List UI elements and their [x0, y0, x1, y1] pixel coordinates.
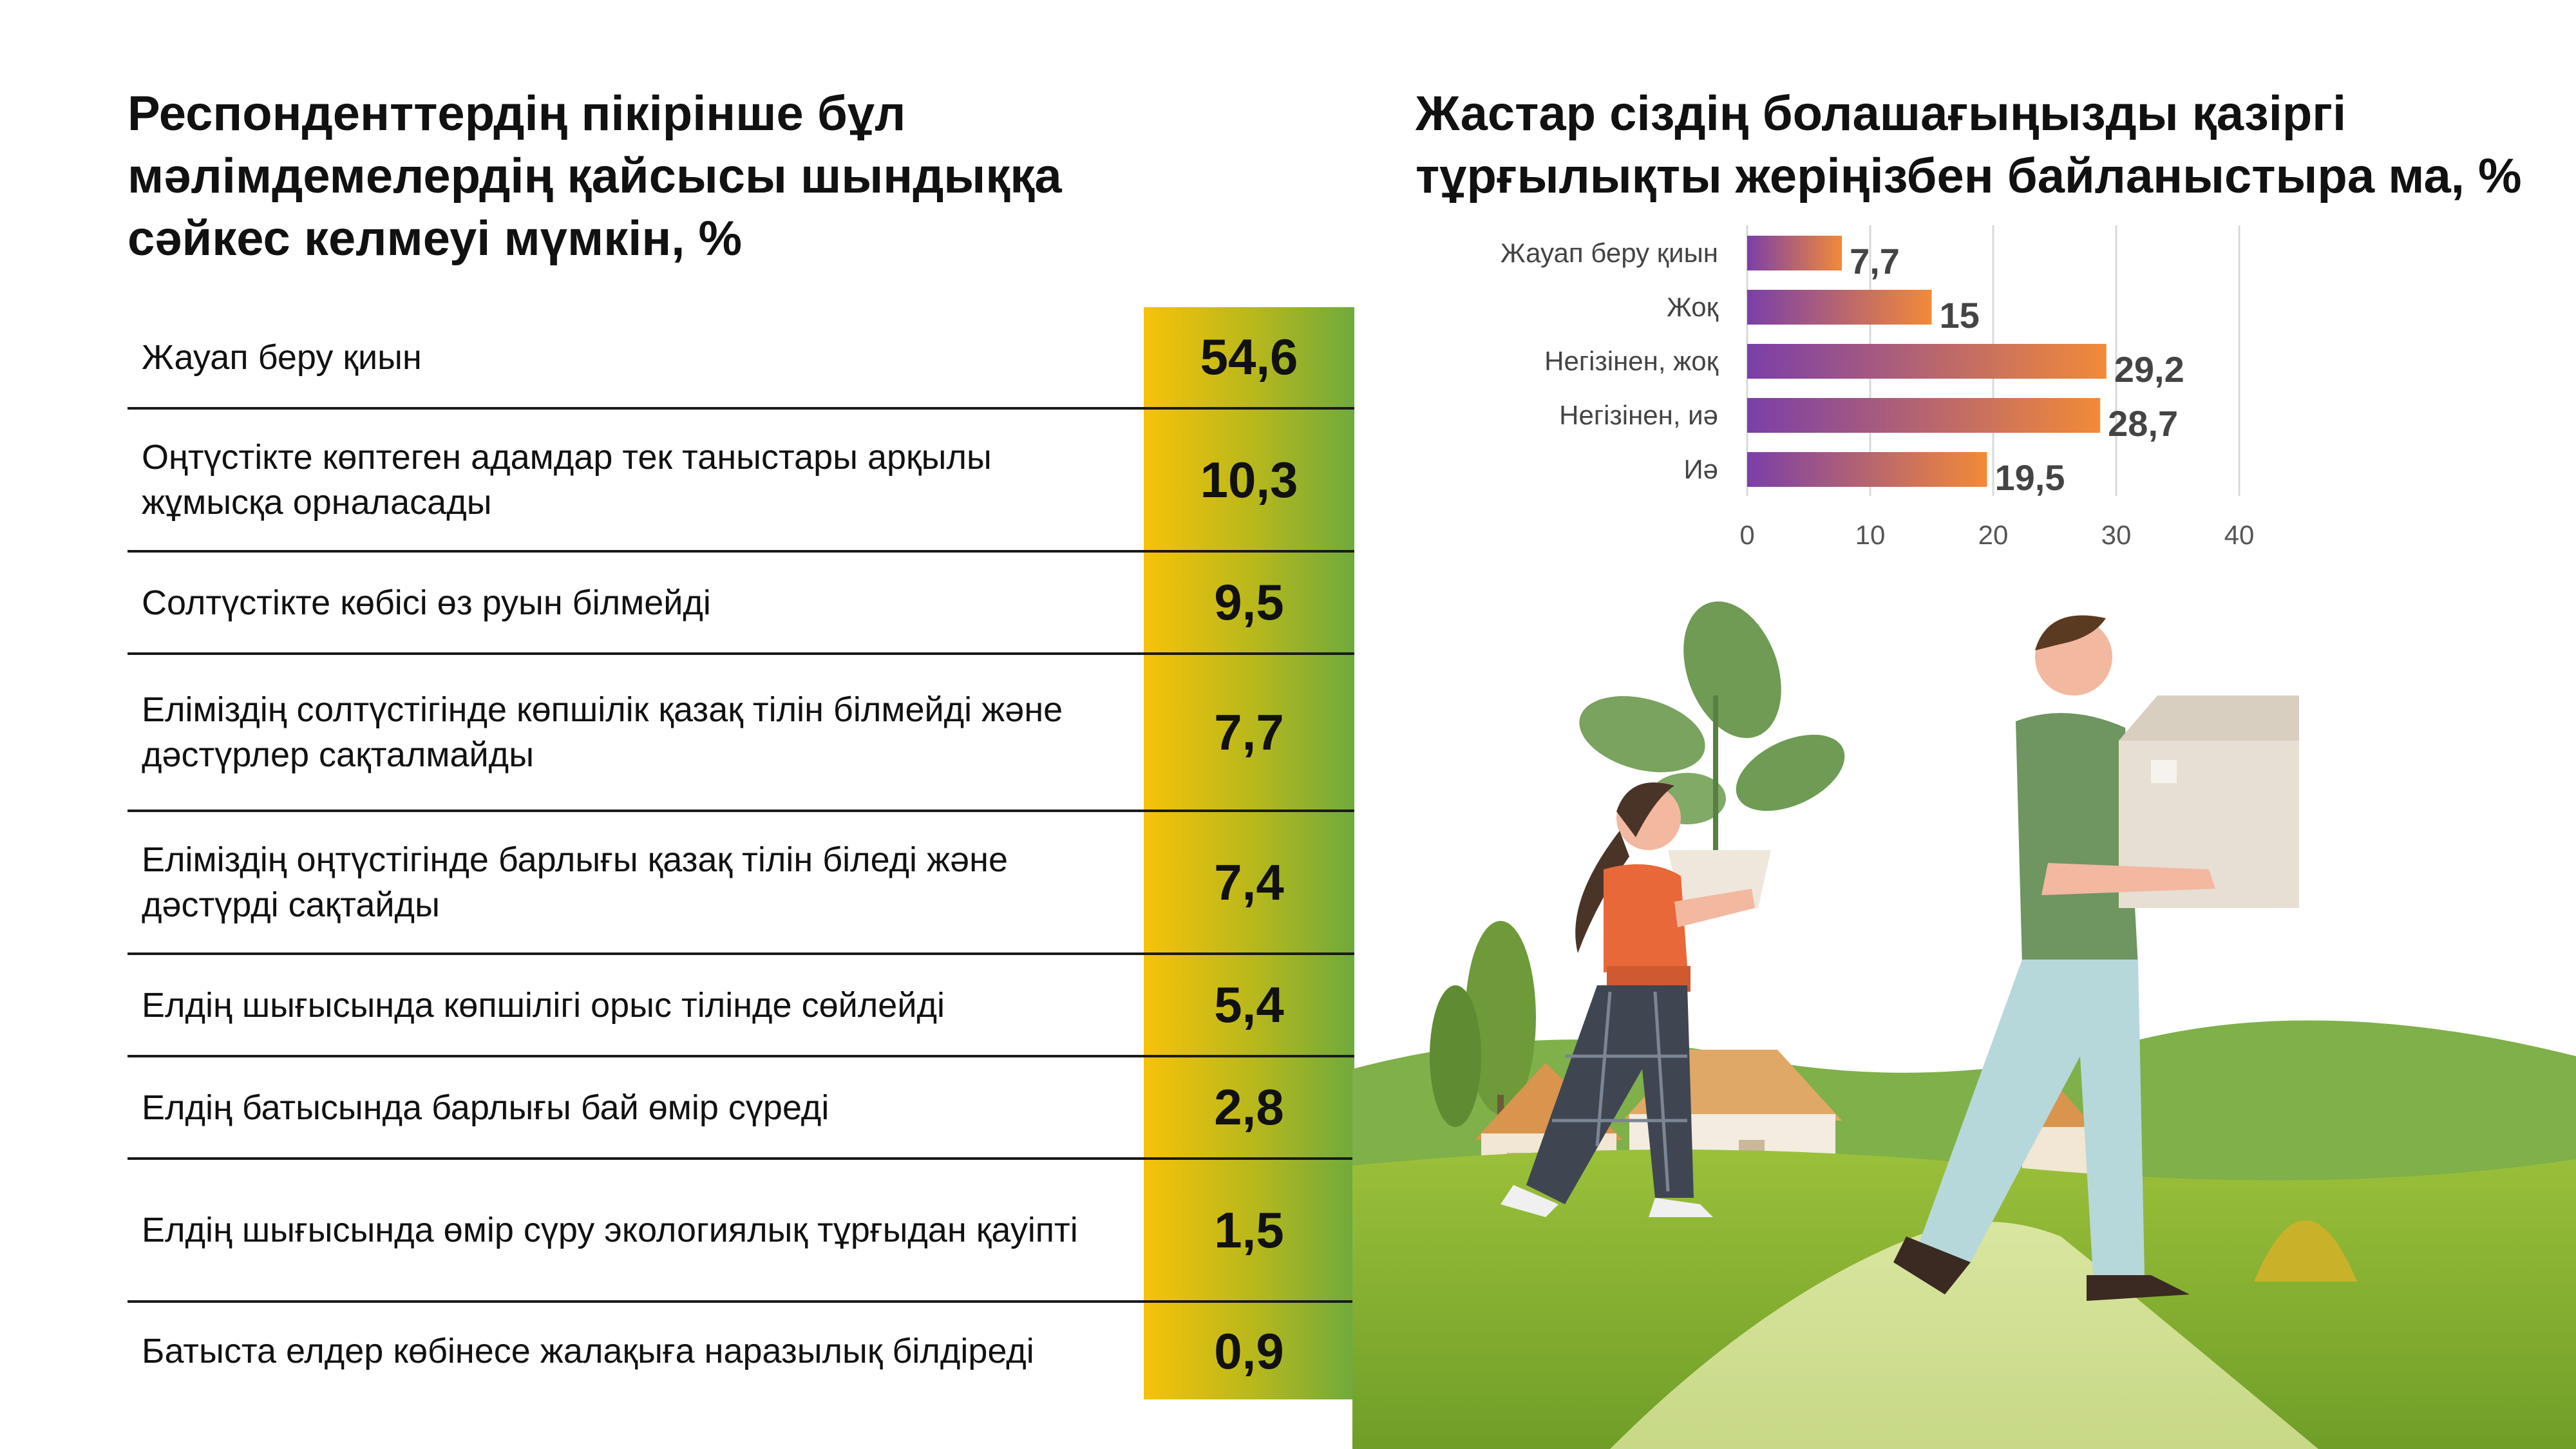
- category-label: Жоқ: [1667, 292, 1719, 322]
- table-row: Еліміздің оңтүстігінде барлығы қазақ тіл…: [128, 812, 1354, 955]
- row-label: Батыста елдер көбінесе жалақыға наразылы…: [142, 1303, 1108, 1399]
- table-row: Елдің батысында барлығы бай өмір сүреді 2…: [128, 1057, 1354, 1160]
- row-value: 54,6: [1144, 307, 1354, 407]
- bar: [1747, 452, 1987, 487]
- x-tick-label: 20: [1978, 520, 2009, 550]
- right-chart-title: Жастар сіздің болашағыңызды қазіргі тұрғ…: [1416, 82, 2562, 207]
- bar: [1747, 236, 1842, 270]
- x-tick-label: 10: [1855, 520, 1886, 550]
- row-label: Жауап беру қиын: [142, 307, 1108, 407]
- x-tick-label: 0: [1739, 520, 1754, 550]
- future-residence-bar-chart: 0 10 20 30 40 Жауап беру қиын 7,7 Жоқ 15 Негізіне…: [1417, 219, 2267, 567]
- row-value: 7,7: [1144, 655, 1354, 810]
- row-label: Еліміздің солтүстігінде көпшілік қазақ т…: [142, 655, 1108, 810]
- table-row: Солтүстікте көбісі өз руын білмейді 9,5: [128, 553, 1354, 655]
- row-value: 1,5: [1144, 1160, 1354, 1300]
- row-value: 7,4: [1144, 812, 1354, 952]
- x-tick-label: 30: [2101, 520, 2132, 550]
- statements-table: Жауап беру қиын 54,6 Оңтүстікте көптеген а…: [128, 307, 1354, 1399]
- row-label: Елдің батысында барлығы бай өмір сүреді: [142, 1057, 1108, 1157]
- data-label: 15: [1940, 295, 1980, 336]
- category-label: Негізінен, жоқ: [1544, 346, 1718, 376]
- table-row: Елдің шығысында өмір сүру экологиялық тұ…: [128, 1160, 1354, 1303]
- table-row: Еліміздің солтүстігінде көпшілік қазақ т…: [128, 655, 1354, 812]
- table-row: Оңтүстікте көптеген адамдар тек таныстар…: [128, 410, 1354, 553]
- left-chart-title: Респонденттердің пікірінше бұл мәлімдеме…: [128, 82, 1119, 270]
- bar: [1747, 290, 1932, 325]
- row-value: 0,9: [1144, 1303, 1354, 1399]
- table-row: Елдің шығысында көпшілігі орыс тілінде с…: [128, 955, 1354, 1057]
- category-label: Негізінен, иә: [1559, 400, 1718, 430]
- bar: [1747, 398, 2100, 433]
- category-label: Жауап беру қиын: [1501, 238, 1718, 268]
- row-label: Еліміздің оңтүстігінде барлығы қазақ тіл…: [142, 812, 1108, 952]
- table-row: Батыста елдер көбінесе жалақыға наразылы…: [128, 1303, 1354, 1399]
- row-label: Елдің шығысында көпшілігі орыс тілінде с…: [142, 955, 1108, 1055]
- row-value: 9,5: [1144, 553, 1354, 652]
- row-label: Елдің шығысында өмір сүру экологиялық тұ…: [142, 1160, 1108, 1300]
- row-value: 10,3: [1144, 410, 1354, 550]
- row-label: Солтүстікте көбісі өз руын білмейді: [142, 553, 1108, 652]
- data-label: 29,2: [2114, 349, 2184, 390]
- row-value: 2,8: [1144, 1057, 1354, 1157]
- category-label: Иә: [1683, 454, 1718, 484]
- row-value: 5,4: [1144, 955, 1354, 1055]
- bar: [1747, 344, 2107, 379]
- data-label: 28,7: [2108, 403, 2178, 444]
- data-label: 19,5: [1994, 457, 2065, 498]
- data-label: 7,7: [1850, 241, 1900, 281]
- moving-couple-illustration: [1352, 567, 2576, 1449]
- row-label: Оңтүстікте көптеген адамдар тек таныстар…: [142, 410, 1108, 550]
- x-tick-label: 40: [2224, 520, 2255, 550]
- table-row: Жауап беру қиын 54,6: [128, 307, 1354, 410]
